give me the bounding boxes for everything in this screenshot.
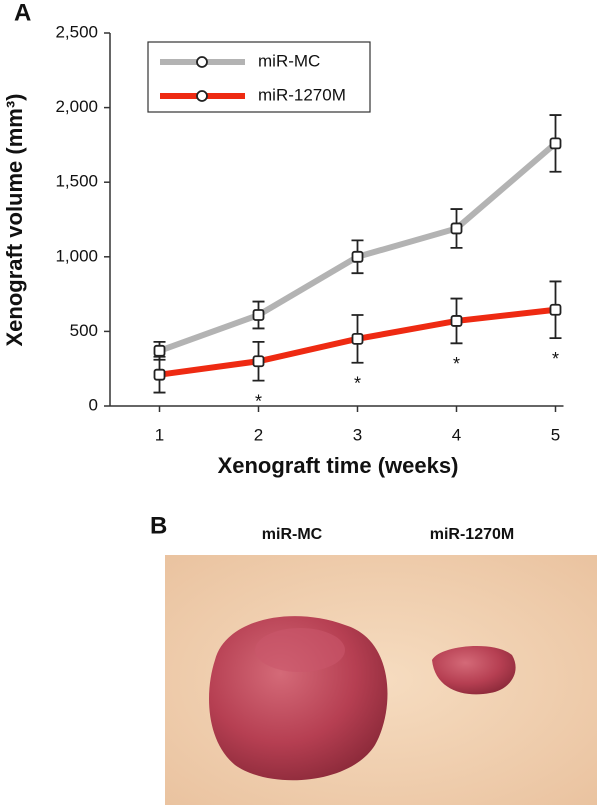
data-point bbox=[252, 355, 265, 368]
photo-label: miR-MC bbox=[262, 526, 323, 543]
x-tick-label: 2 bbox=[254, 425, 263, 444]
y-tick-label: 2,500 bbox=[55, 22, 98, 41]
significance-label: * bbox=[453, 354, 460, 374]
data-point bbox=[450, 315, 463, 327]
data-point bbox=[450, 222, 463, 235]
photo: miR-MC miR-1270M bbox=[165, 526, 597, 805]
panel-label: A bbox=[14, 0, 31, 26]
legend-label: miR-MC bbox=[258, 51, 320, 70]
significance-label: * bbox=[354, 373, 361, 393]
legend-marker bbox=[196, 56, 208, 68]
chart: 0 500 1,000 1,500 2,000 2,500 1 2 3 4 5 Xenograft t… bbox=[2, 22, 564, 478]
x-tick-label: 3 bbox=[353, 425, 362, 444]
y-tick-label: 500 bbox=[70, 321, 98, 340]
legend-marker bbox=[196, 90, 208, 102]
x-tick-label: 4 bbox=[452, 425, 461, 444]
y-tick-label: 2,000 bbox=[55, 97, 98, 116]
legend-label: miR-1270M bbox=[258, 85, 346, 104]
panel-label: B bbox=[150, 512, 167, 539]
legend: miR-MC miR-1270M bbox=[147, 41, 371, 113]
legend-box bbox=[147, 41, 371, 113]
data-point bbox=[549, 137, 562, 150]
tumor-large bbox=[209, 616, 388, 781]
photo-label: miR-1270M bbox=[430, 526, 514, 543]
data-point bbox=[153, 344, 166, 357]
significance-label: * bbox=[255, 391, 262, 411]
x-tick-label: 5 bbox=[551, 425, 560, 444]
data-point bbox=[351, 250, 364, 263]
y-axis-label: Xenograft volume (mm³) bbox=[2, 93, 27, 346]
data-point bbox=[252, 309, 265, 321]
significance-label: * bbox=[552, 349, 559, 369]
tumor-small bbox=[432, 645, 516, 695]
y-tick-label: 1,500 bbox=[55, 172, 98, 191]
data-point bbox=[153, 368, 166, 381]
x-axis-label: Xenograft time (weeks) bbox=[218, 453, 459, 478]
data-point bbox=[351, 332, 364, 345]
y-tick-label: 0 bbox=[89, 395, 98, 414]
y-tick-label: 1,000 bbox=[55, 246, 98, 265]
x-tick-label: 1 bbox=[155, 425, 164, 444]
data-point bbox=[549, 303, 562, 316]
tumor-highlight bbox=[255, 628, 345, 672]
